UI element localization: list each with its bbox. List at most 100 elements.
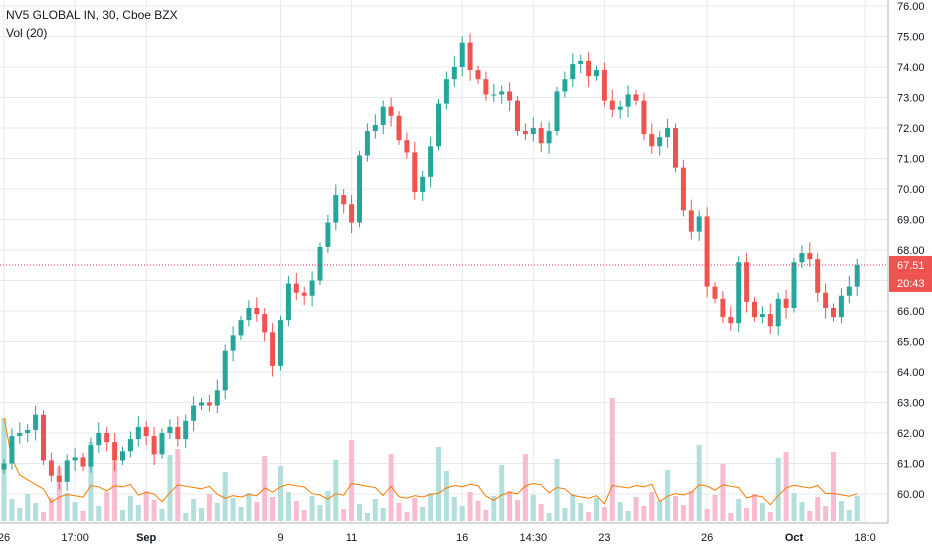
y-tick-label: 65.00 [897, 337, 925, 349]
volume-bar [333, 460, 339, 521]
candle-body [246, 307, 252, 321]
candle-body [586, 60, 592, 77]
volume-bar [120, 510, 125, 521]
candle-body [380, 106, 386, 125]
volume-bar [72, 502, 78, 521]
volume-bar [538, 504, 544, 521]
candle-body [56, 475, 62, 482]
countdown-tag [889, 273, 932, 292]
volume-bar [744, 508, 750, 521]
candle-body [728, 317, 734, 324]
candle-body [617, 106, 623, 110]
y-tick-label: 69.00 [897, 215, 925, 227]
candle-body [649, 134, 655, 147]
volume-bar [48, 498, 54, 521]
candle-body [88, 445, 94, 467]
candle-body [1, 463, 7, 470]
volume-bar [728, 513, 734, 521]
volume-bar [601, 507, 607, 521]
candle-body [167, 426, 173, 433]
volume-bar [80, 511, 86, 521]
volume-bar [467, 492, 473, 521]
candle-body [680, 167, 686, 211]
volume-bar [767, 512, 773, 521]
candle-body [285, 283, 291, 321]
candle-body [633, 94, 639, 101]
volume-bar [562, 508, 568, 521]
x-tick-label: 11 [346, 532, 357, 544]
volume-bar [246, 493, 252, 521]
candle-body [357, 155, 362, 223]
volume-bar [594, 498, 599, 521]
y-tick-label: 74.00 [897, 62, 925, 74]
volume-bar [341, 509, 347, 521]
y-tick-label: 73.00 [897, 93, 925, 105]
y-tick-label: 62.00 [897, 428, 925, 440]
candle-body [372, 124, 378, 132]
volume-bar [436, 447, 441, 521]
y-tick-label: 75.00 [897, 32, 925, 44]
volume-bar [712, 495, 718, 521]
volume-bar [673, 496, 678, 521]
candle-body [807, 253, 813, 260]
volume-bar [680, 505, 686, 521]
volume-bar [151, 500, 157, 521]
candle-body [238, 320, 244, 336]
volume-bar [214, 503, 220, 521]
candle-body [475, 70, 481, 80]
volume-bar [285, 492, 291, 521]
volume-bar [404, 512, 410, 521]
volume-bar [278, 466, 283, 521]
volume-bar [127, 496, 133, 521]
volume-bar [696, 445, 702, 521]
volume-bar [799, 502, 805, 521]
volume-bar [657, 501, 663, 521]
candle-body [420, 176, 426, 193]
candle-body [175, 426, 181, 440]
candle-body [562, 79, 568, 92]
x-tick-label: 16 [456, 532, 468, 544]
volume-bar [499, 465, 505, 521]
volume-bar [349, 440, 355, 521]
volume-bar [483, 510, 489, 521]
volume-bar [759, 503, 765, 521]
volume-bar [570, 494, 576, 521]
volume-bar [199, 508, 204, 521]
volume-bar [222, 472, 228, 521]
x-tick-label: 26 [0, 532, 10, 544]
volume-bar [846, 510, 852, 521]
candle-body [657, 137, 663, 147]
volume-bar [831, 452, 836, 521]
volume-bar [191, 499, 197, 521]
x-tick-label: 14:30 [520, 532, 548, 544]
candle-body [293, 283, 299, 293]
candle-body [530, 128, 536, 135]
candle-body [135, 426, 141, 440]
volume-indicator-label: Vol (20) [6, 26, 48, 40]
candle-body [388, 106, 394, 116]
volume-bar [183, 513, 189, 521]
candle-body [538, 128, 544, 144]
y-tick-label: 60.00 [897, 489, 925, 501]
candle-body [554, 91, 560, 132]
volume-bar [586, 512, 592, 521]
volume-bar [230, 498, 236, 521]
candle-body [459, 42, 465, 67]
candle-body [230, 335, 236, 351]
candle-body [143, 426, 149, 437]
candle-body [443, 79, 449, 104]
y-tick-label: 71.00 [897, 154, 925, 166]
candle-body [199, 402, 204, 406]
volume-bar [578, 503, 584, 521]
candle-body [451, 67, 457, 80]
volume-bar [649, 492, 655, 521]
volume-bar [633, 497, 639, 521]
candle-body [120, 451, 125, 461]
volume-bar [317, 505, 323, 521]
candle-body [688, 210, 694, 232]
volume-bar [104, 492, 110, 521]
candle-body [815, 259, 821, 293]
x-tick-label: Sep [136, 532, 156, 544]
